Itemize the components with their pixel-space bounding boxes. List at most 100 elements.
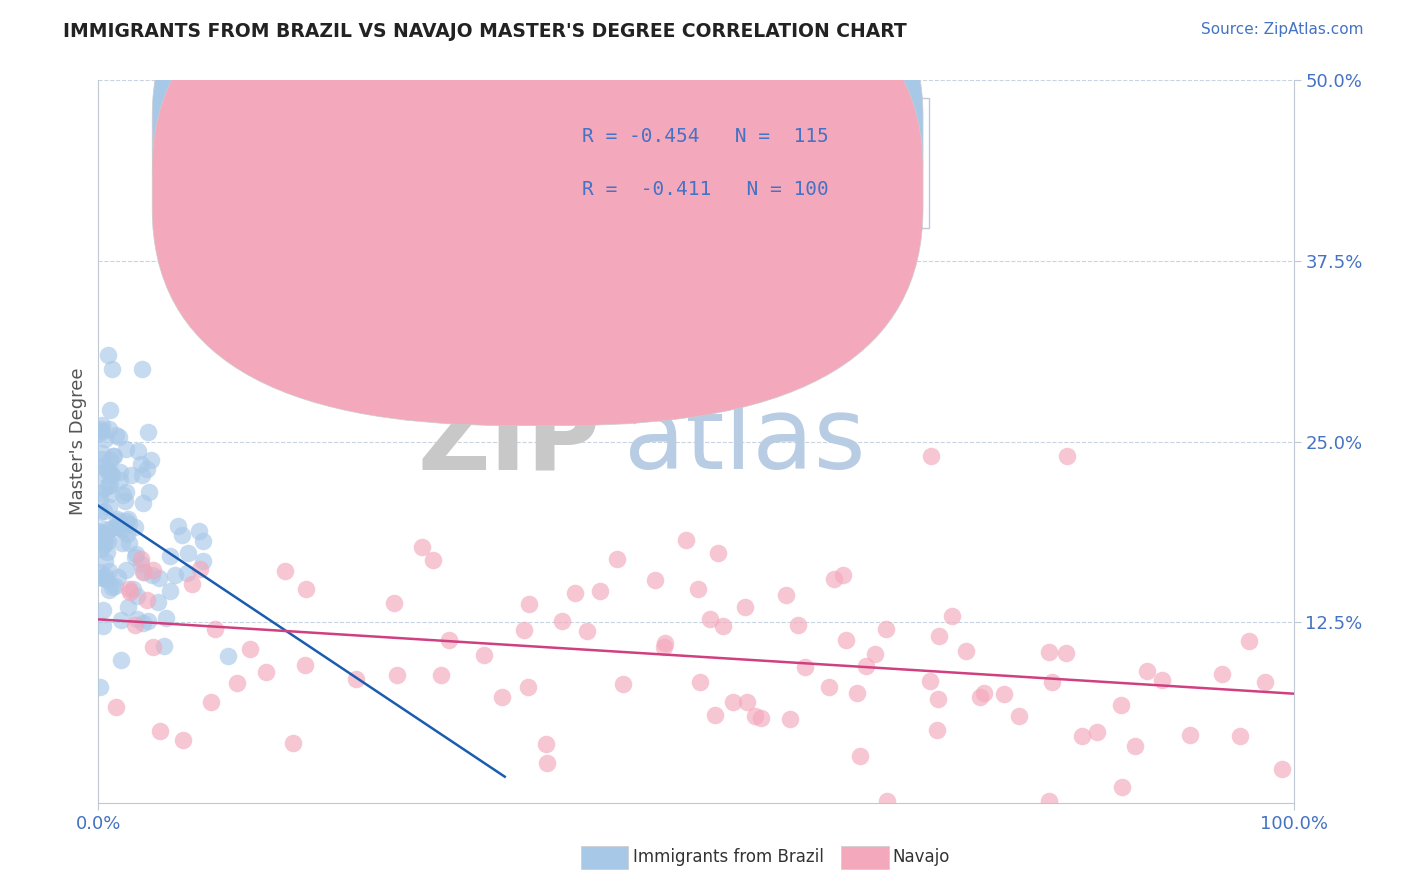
Point xyxy=(132,615,155,630)
Point xyxy=(281,736,304,750)
Point xyxy=(775,588,797,602)
Point xyxy=(576,624,599,639)
Point xyxy=(117,599,139,614)
Point xyxy=(149,723,172,738)
Point xyxy=(89,524,111,539)
Point xyxy=(93,522,115,536)
Point xyxy=(1253,675,1275,690)
Point xyxy=(97,348,120,362)
Point xyxy=(94,554,117,568)
Point xyxy=(589,584,612,599)
Point xyxy=(517,680,540,694)
Point xyxy=(1007,708,1029,723)
Point xyxy=(675,533,697,548)
Point xyxy=(928,630,950,644)
Point xyxy=(110,653,132,667)
Point xyxy=(96,462,118,476)
Point xyxy=(93,538,115,552)
Point xyxy=(955,644,977,658)
Point xyxy=(430,667,453,681)
Point xyxy=(124,617,146,632)
Point xyxy=(90,533,112,548)
Point xyxy=(97,422,120,436)
Point xyxy=(96,545,118,559)
Point xyxy=(513,623,536,637)
Point xyxy=(111,535,134,549)
Point xyxy=(132,565,155,579)
Point xyxy=(1271,762,1294,776)
Point xyxy=(131,362,153,376)
Point xyxy=(1056,449,1078,463)
Point xyxy=(294,582,316,597)
Point xyxy=(1109,698,1132,712)
Point xyxy=(474,648,496,663)
Point xyxy=(1178,728,1201,742)
Point xyxy=(1152,673,1174,688)
Point xyxy=(89,570,111,584)
Point xyxy=(91,452,114,467)
Point xyxy=(129,557,152,571)
Point xyxy=(108,521,131,535)
Point xyxy=(734,600,756,615)
Point xyxy=(155,611,177,625)
Point xyxy=(121,582,143,596)
Point xyxy=(274,564,297,578)
Point xyxy=(89,492,111,507)
Point xyxy=(644,573,666,587)
Point xyxy=(89,531,111,545)
Point xyxy=(239,641,262,656)
Point xyxy=(110,465,132,479)
Point xyxy=(152,639,174,653)
Point xyxy=(159,549,181,564)
Point xyxy=(94,530,117,544)
Point xyxy=(699,612,721,626)
Point xyxy=(1211,667,1233,681)
Point xyxy=(846,686,869,700)
Point xyxy=(254,665,277,679)
Text: Source: ZipAtlas.com: Source: ZipAtlas.com xyxy=(1201,22,1364,37)
Point xyxy=(90,458,112,473)
Point xyxy=(100,467,122,482)
Point xyxy=(91,603,114,617)
Point xyxy=(98,565,121,579)
Point xyxy=(606,551,628,566)
Point xyxy=(89,505,111,519)
Point xyxy=(97,467,120,482)
Point xyxy=(94,568,117,582)
Point xyxy=(103,450,125,464)
Point xyxy=(686,582,709,596)
Point xyxy=(115,526,138,541)
Point xyxy=(93,534,115,549)
Point xyxy=(491,690,513,705)
Text: R = -0.454   N =  115: R = -0.454 N = 115 xyxy=(582,128,830,146)
Point xyxy=(344,673,367,687)
Point xyxy=(93,530,115,544)
Point xyxy=(142,563,165,577)
Point xyxy=(204,622,226,636)
Point xyxy=(1087,724,1109,739)
Point xyxy=(125,547,148,561)
Point xyxy=(131,467,153,482)
Point xyxy=(652,640,675,654)
Point xyxy=(172,527,194,541)
Point xyxy=(91,571,114,585)
Point xyxy=(118,582,141,597)
Point xyxy=(920,673,942,688)
Point xyxy=(120,468,142,483)
Y-axis label: Master's Degree: Master's Degree xyxy=(69,368,87,516)
FancyBboxPatch shape xyxy=(152,0,924,425)
Point xyxy=(551,614,574,628)
Point xyxy=(97,479,120,493)
Point xyxy=(90,422,112,436)
Point xyxy=(723,695,745,709)
Point xyxy=(89,680,111,694)
Point xyxy=(93,481,115,495)
Point xyxy=(124,520,146,534)
Point xyxy=(920,449,942,463)
Point xyxy=(176,566,198,581)
Point xyxy=(689,675,711,690)
Point xyxy=(217,649,239,664)
Point xyxy=(200,695,222,709)
Point xyxy=(181,576,204,591)
Point xyxy=(226,675,249,690)
